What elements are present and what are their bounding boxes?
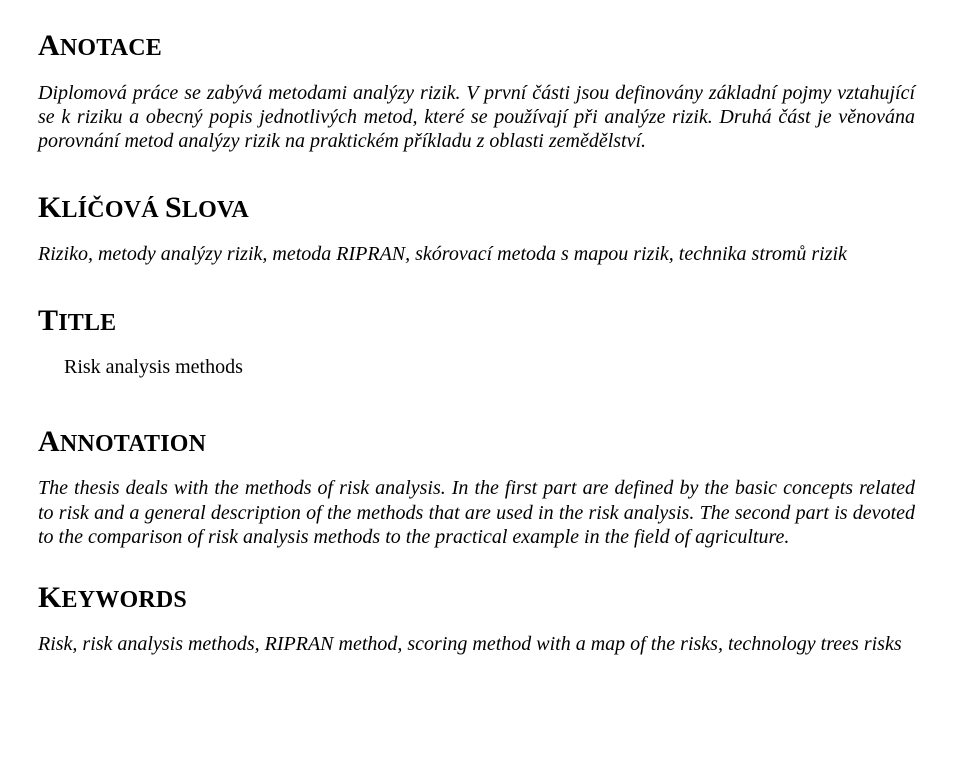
- section-heading-klicova-slova: KLÍČOVÁ SLOVA: [38, 190, 915, 227]
- section-heading-title: TITLE: [38, 303, 915, 340]
- keywords-body: Risk, risk analysis methods, RIPRAN meth…: [38, 632, 915, 656]
- klicova-slova-body: Riziko, metody analýzy rizik, metoda RIP…: [38, 242, 915, 266]
- title-value: Risk analysis methods: [38, 355, 915, 379]
- anotace-body: Diplomová práce se zabývá metodami analý…: [38, 81, 915, 154]
- section-heading-annotation: ANNOTATION: [38, 424, 915, 461]
- section-heading-keywords: KEYWORDS: [38, 580, 915, 617]
- section-heading-anotace: ANOTACE: [38, 28, 915, 65]
- annotation-body: The thesis deals with the methods of ris…: [38, 476, 915, 549]
